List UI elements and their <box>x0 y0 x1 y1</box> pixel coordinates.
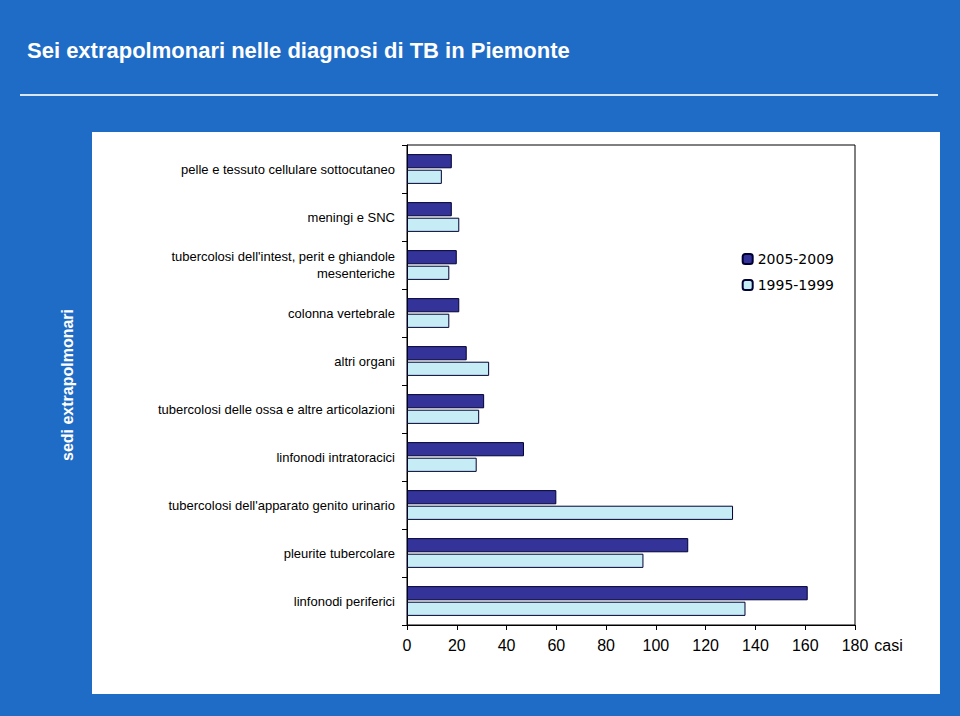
svg-text:pelle e tessuto cellulare sott: pelle e tessuto cellulare sottocutaneo <box>181 162 395 177</box>
svg-text:linfonodi intratoracici: linfonodi intratoracici <box>276 450 395 465</box>
svg-text:linfonodi periferici: linfonodi periferici <box>294 594 395 609</box>
svg-text:80: 80 <box>597 637 615 654</box>
svg-text:Sei extrapolmonari nelle diagn: Sei extrapolmonari nelle diagnosi di TB … <box>27 38 570 63</box>
svg-text:tubercolosi delle ossa e altre: tubercolosi delle ossa e altre articolaz… <box>158 402 395 417</box>
svg-text:tubercolosi dell'apparato geni: tubercolosi dell'apparato genito urinari… <box>168 498 395 513</box>
svg-text:1995-1999: 1995-1999 <box>758 277 834 293</box>
svg-text:pleurite tubercolare: pleurite tubercolare <box>284 546 395 561</box>
svg-text:meningi e SNC: meningi e SNC <box>308 210 395 225</box>
svg-text:180: 180 <box>842 637 869 654</box>
svg-text:0: 0 <box>403 637 412 654</box>
svg-text:40: 40 <box>498 637 516 654</box>
svg-text:sedi extrapolmonari: sedi extrapolmonari <box>59 309 76 461</box>
svg-text:mesenteriche: mesenteriche <box>317 266 395 281</box>
svg-text:20: 20 <box>448 637 466 654</box>
svg-text:120: 120 <box>692 637 719 654</box>
svg-text:colonna vertebrale: colonna vertebrale <box>288 306 395 321</box>
svg-text:altri organi: altri organi <box>334 354 395 369</box>
svg-text:60: 60 <box>547 637 565 654</box>
svg-text:casi: casi <box>874 637 902 654</box>
svg-text:tubercolosi dell'intest, perit: tubercolosi dell'intest, perit e ghiando… <box>171 249 395 264</box>
svg-text:140: 140 <box>742 637 769 654</box>
svg-text:100: 100 <box>643 637 670 654</box>
svg-text:2005-2009: 2005-2009 <box>758 251 834 267</box>
svg-text:160: 160 <box>792 637 819 654</box>
